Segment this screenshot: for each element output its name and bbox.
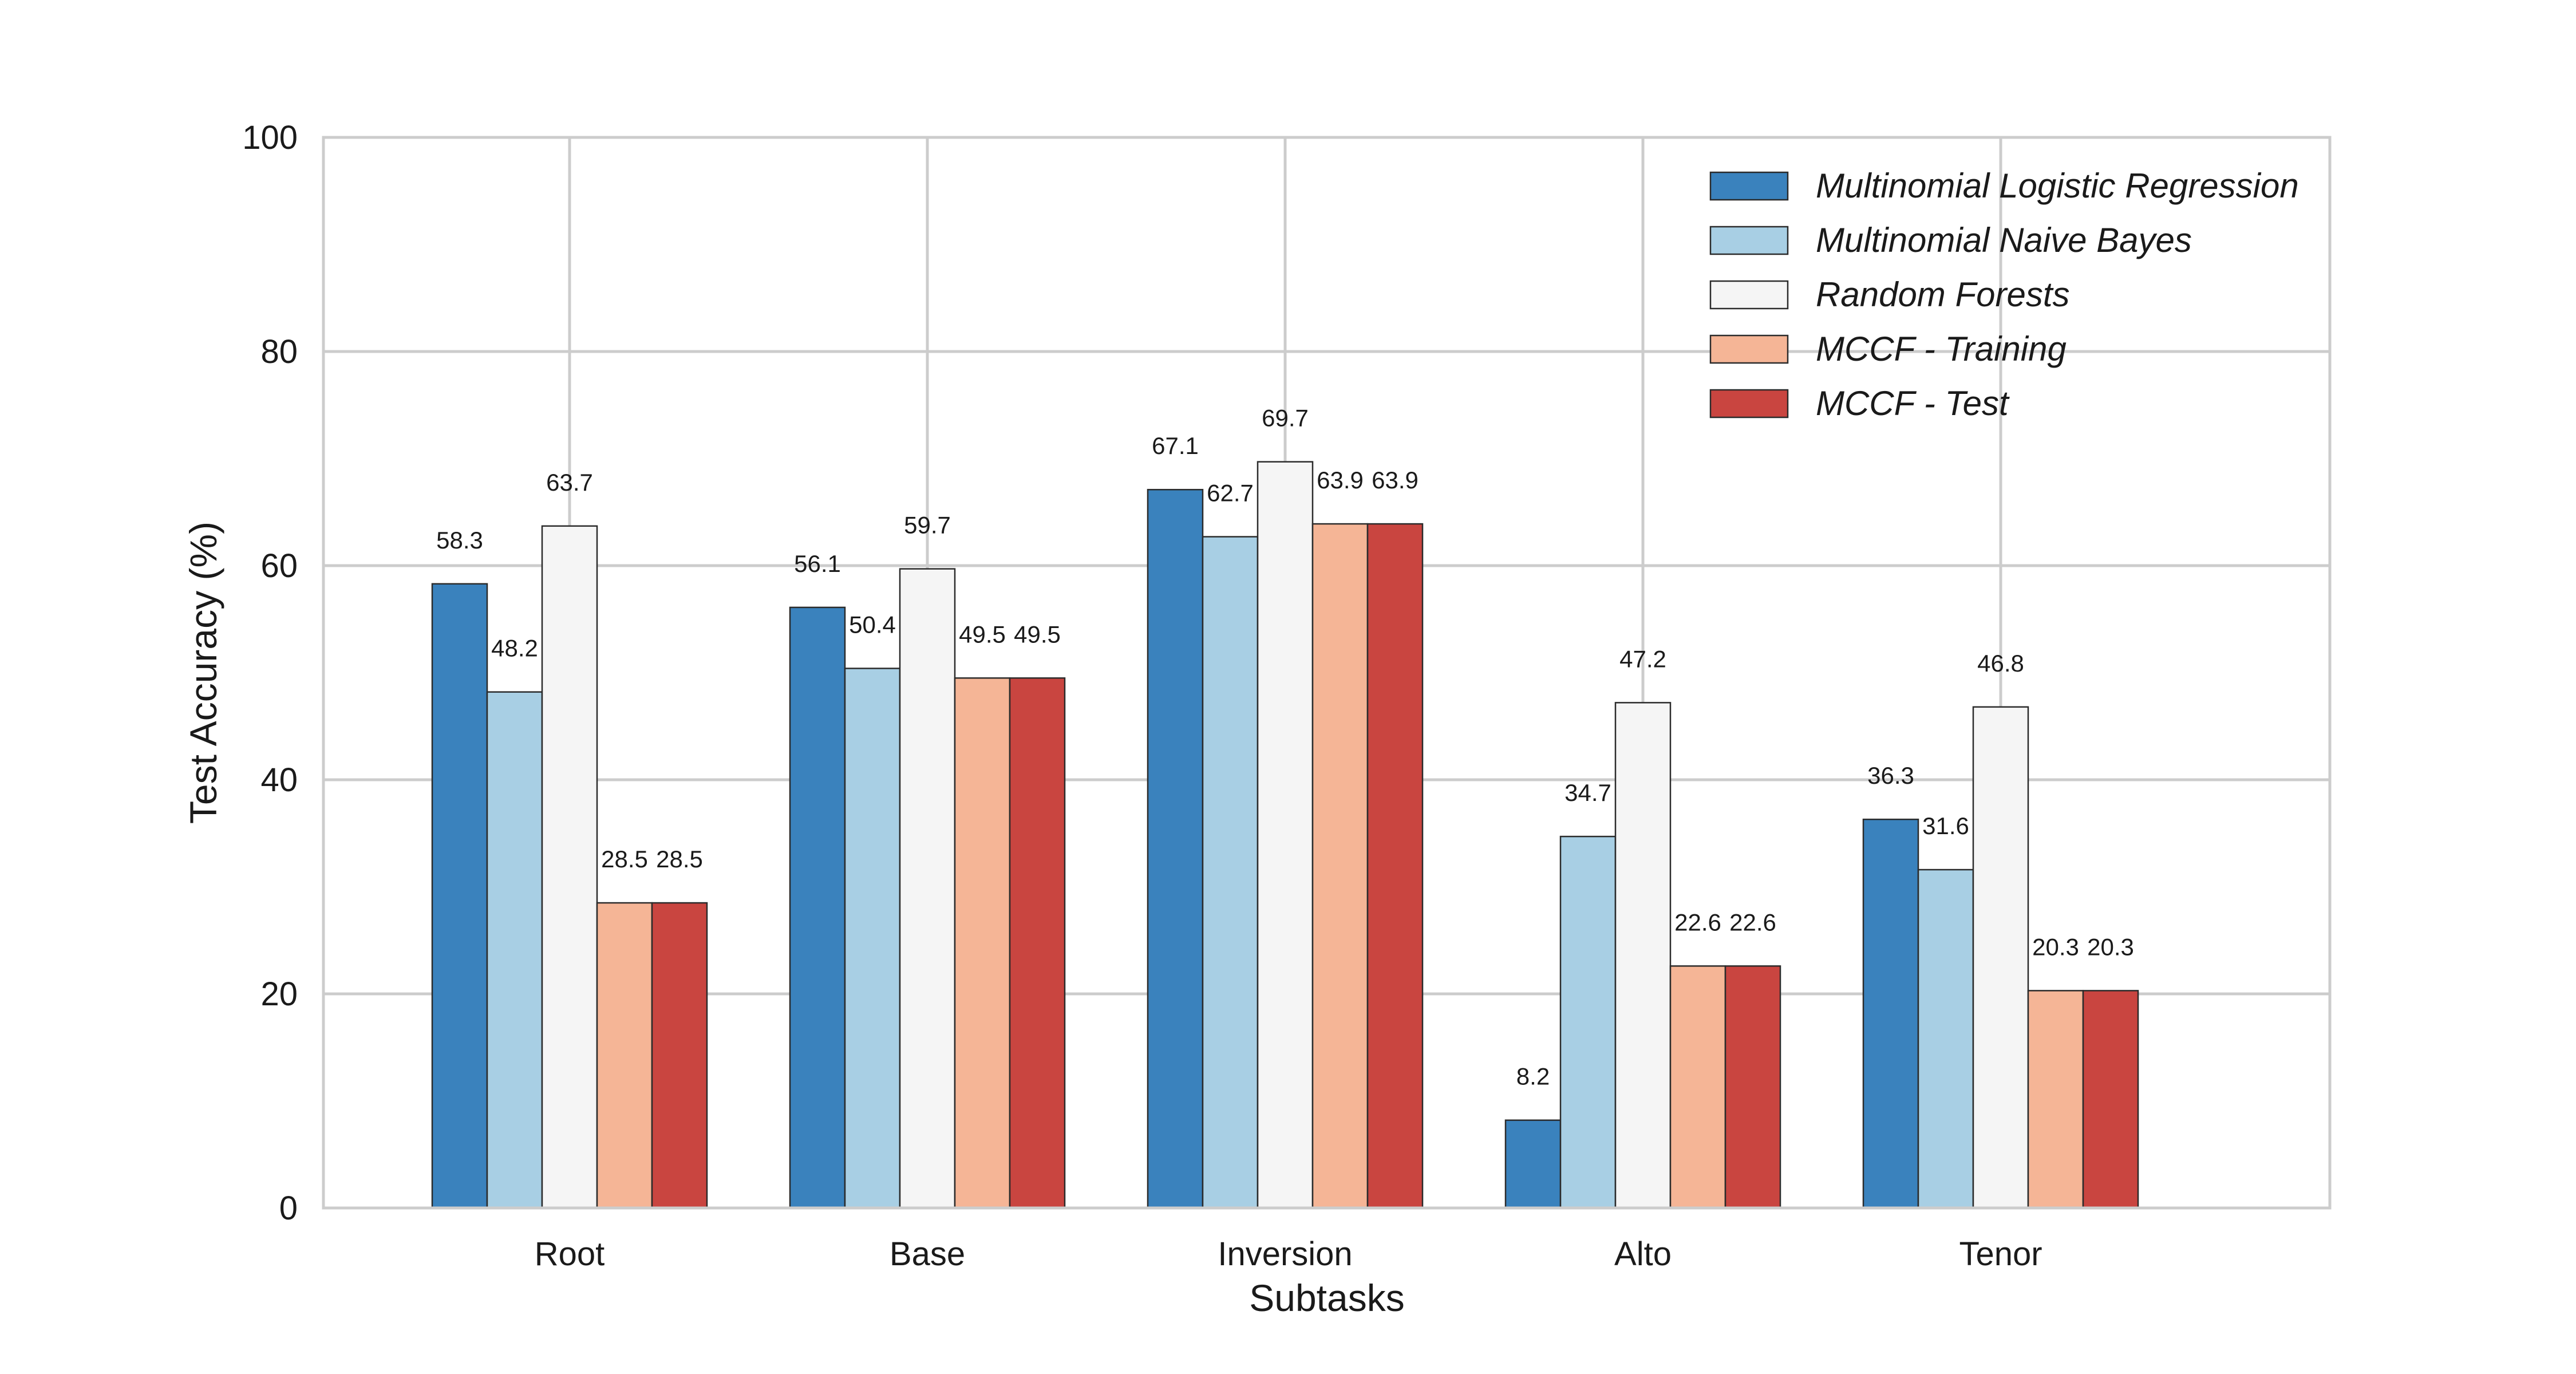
x-axis-label: Subtasks bbox=[1249, 1277, 1404, 1319]
bar-inversion-series-3 bbox=[1311, 523, 1369, 1209]
data-label-tenor-series-4: 20.3 bbox=[2087, 933, 2134, 960]
bars bbox=[431, 461, 2139, 1209]
x-tick-labels: Root Base Inversion Alto Tenor bbox=[535, 1235, 2042, 1273]
legend-swatch-2 bbox=[1709, 280, 1789, 310]
legend-label-0: Multinomial Logistic Regression bbox=[1816, 167, 2299, 205]
bar-tenor-series-0 bbox=[1862, 818, 1919, 1209]
legend-swatch-1 bbox=[1709, 226, 1789, 255]
bar-root-series-0 bbox=[431, 583, 488, 1209]
data-label-base-series-2: 59.7 bbox=[904, 512, 951, 539]
bar-inversion-series-4 bbox=[1366, 523, 1424, 1209]
bar-inversion-series-0 bbox=[1147, 488, 1204, 1209]
data-label-alto-series-3: 22.6 bbox=[1674, 909, 1721, 935]
legend-label-1: Multinomial Naive Bayes bbox=[1816, 221, 2192, 259]
legend-swatch-3 bbox=[1709, 334, 1789, 364]
x-tick-root: Root bbox=[535, 1235, 605, 1273]
bar-root-series-2 bbox=[541, 525, 598, 1209]
data-label-alto-series-2: 47.2 bbox=[1619, 645, 1666, 672]
data-label-tenor-series-2: 46.8 bbox=[1977, 650, 2024, 677]
y-tick-100: 100 bbox=[242, 119, 298, 156]
bar-inversion-series-2 bbox=[1257, 461, 1314, 1209]
bar-alto-series-4 bbox=[1724, 965, 1781, 1209]
data-label-base-series-0: 56.1 bbox=[794, 550, 841, 577]
bar-inversion-series-1 bbox=[1202, 536, 1259, 1209]
bar-alto-series-0 bbox=[1504, 1119, 1562, 1209]
y-tick-labels: 0 20 40 60 80 100 bbox=[242, 119, 298, 1227]
bar-root-series-4 bbox=[651, 902, 708, 1209]
bar-base-series-4 bbox=[1009, 677, 1066, 1209]
bar-base-series-0 bbox=[789, 606, 846, 1209]
bar-root-series-1 bbox=[486, 691, 543, 1209]
bar-alto-series-1 bbox=[1559, 835, 1617, 1209]
data-label-root-series-3: 28.5 bbox=[601, 846, 648, 872]
y-tick-80: 80 bbox=[260, 333, 298, 370]
data-label-root-series-4: 28.5 bbox=[656, 846, 703, 872]
x-tick-alto: Alto bbox=[1614, 1235, 1672, 1273]
data-label-inversion-series-4: 63.9 bbox=[1372, 467, 1419, 493]
data-label-tenor-series-3: 20.3 bbox=[2032, 933, 2079, 960]
x-tick-base: Base bbox=[890, 1235, 965, 1273]
legend: Multinomial Logistic Regression Multinomi… bbox=[1709, 167, 2299, 423]
bar-tenor-series-4 bbox=[2082, 990, 2139, 1209]
bar-base-series-1 bbox=[844, 668, 901, 1209]
x-tick-inversion: Inversion bbox=[1218, 1235, 1352, 1273]
bar-tenor-series-1 bbox=[1917, 868, 1974, 1209]
data-label-root-series-1: 48.2 bbox=[491, 635, 538, 662]
data-label-inversion-series-3: 63.9 bbox=[1317, 467, 1364, 493]
data-label-base-series-3: 49.5 bbox=[959, 621, 1006, 647]
data-label-base-series-1: 50.4 bbox=[849, 611, 896, 638]
data-label-inversion-series-0: 67.1 bbox=[1152, 432, 1199, 459]
legend-label-4: MCCF - Test bbox=[1816, 384, 2010, 423]
data-label-inversion-series-2: 69.7 bbox=[1262, 405, 1309, 432]
x-tick-tenor: Tenor bbox=[1959, 1235, 2042, 1273]
legend-label-2: Random Forests bbox=[1816, 275, 2070, 314]
plot-frame bbox=[322, 136, 2332, 1210]
data-label-root-series-2: 63.7 bbox=[546, 469, 593, 496]
bar-root-series-3 bbox=[596, 902, 653, 1209]
legend-swatch-4 bbox=[1709, 389, 1789, 418]
bar-tenor-series-2 bbox=[1972, 706, 2029, 1209]
data-label-alto-series-4: 22.6 bbox=[1729, 909, 1776, 935]
bar-alto-series-2 bbox=[1614, 702, 1672, 1209]
legend-swatch-0 bbox=[1709, 171, 1789, 201]
legend-label-3: MCCF - Training bbox=[1816, 330, 2067, 368]
data-label-base-series-4: 49.5 bbox=[1014, 621, 1061, 647]
bar-base-series-3 bbox=[954, 677, 1011, 1209]
bar-base-series-2 bbox=[899, 568, 956, 1209]
bar-alto-series-3 bbox=[1669, 965, 1726, 1209]
y-tick-40: 40 bbox=[260, 761, 298, 799]
y-axis-label: Test Accuracy (%) bbox=[182, 522, 224, 824]
y-tick-0: 0 bbox=[279, 1190, 298, 1227]
data-label-tenor-series-1: 31.6 bbox=[1922, 812, 1969, 839]
data-label-alto-series-0: 8.2 bbox=[1516, 1063, 1550, 1090]
y-tick-60: 60 bbox=[260, 547, 298, 585]
data-label-inversion-series-1: 62.7 bbox=[1207, 480, 1254, 507]
y-tick-20: 20 bbox=[260, 976, 298, 1013]
data-label-alto-series-1: 34.7 bbox=[1564, 779, 1611, 806]
data-label-root-series-0: 58.3 bbox=[436, 527, 483, 554]
bar-tenor-series-3 bbox=[2027, 990, 2084, 1209]
data-label-tenor-series-0: 36.3 bbox=[1867, 762, 1914, 789]
data-labels: 58.3 48.2 63.7 28.5 28.5 56.1 50.4 59.7 49.5 49.5… bbox=[436, 405, 2134, 1090]
